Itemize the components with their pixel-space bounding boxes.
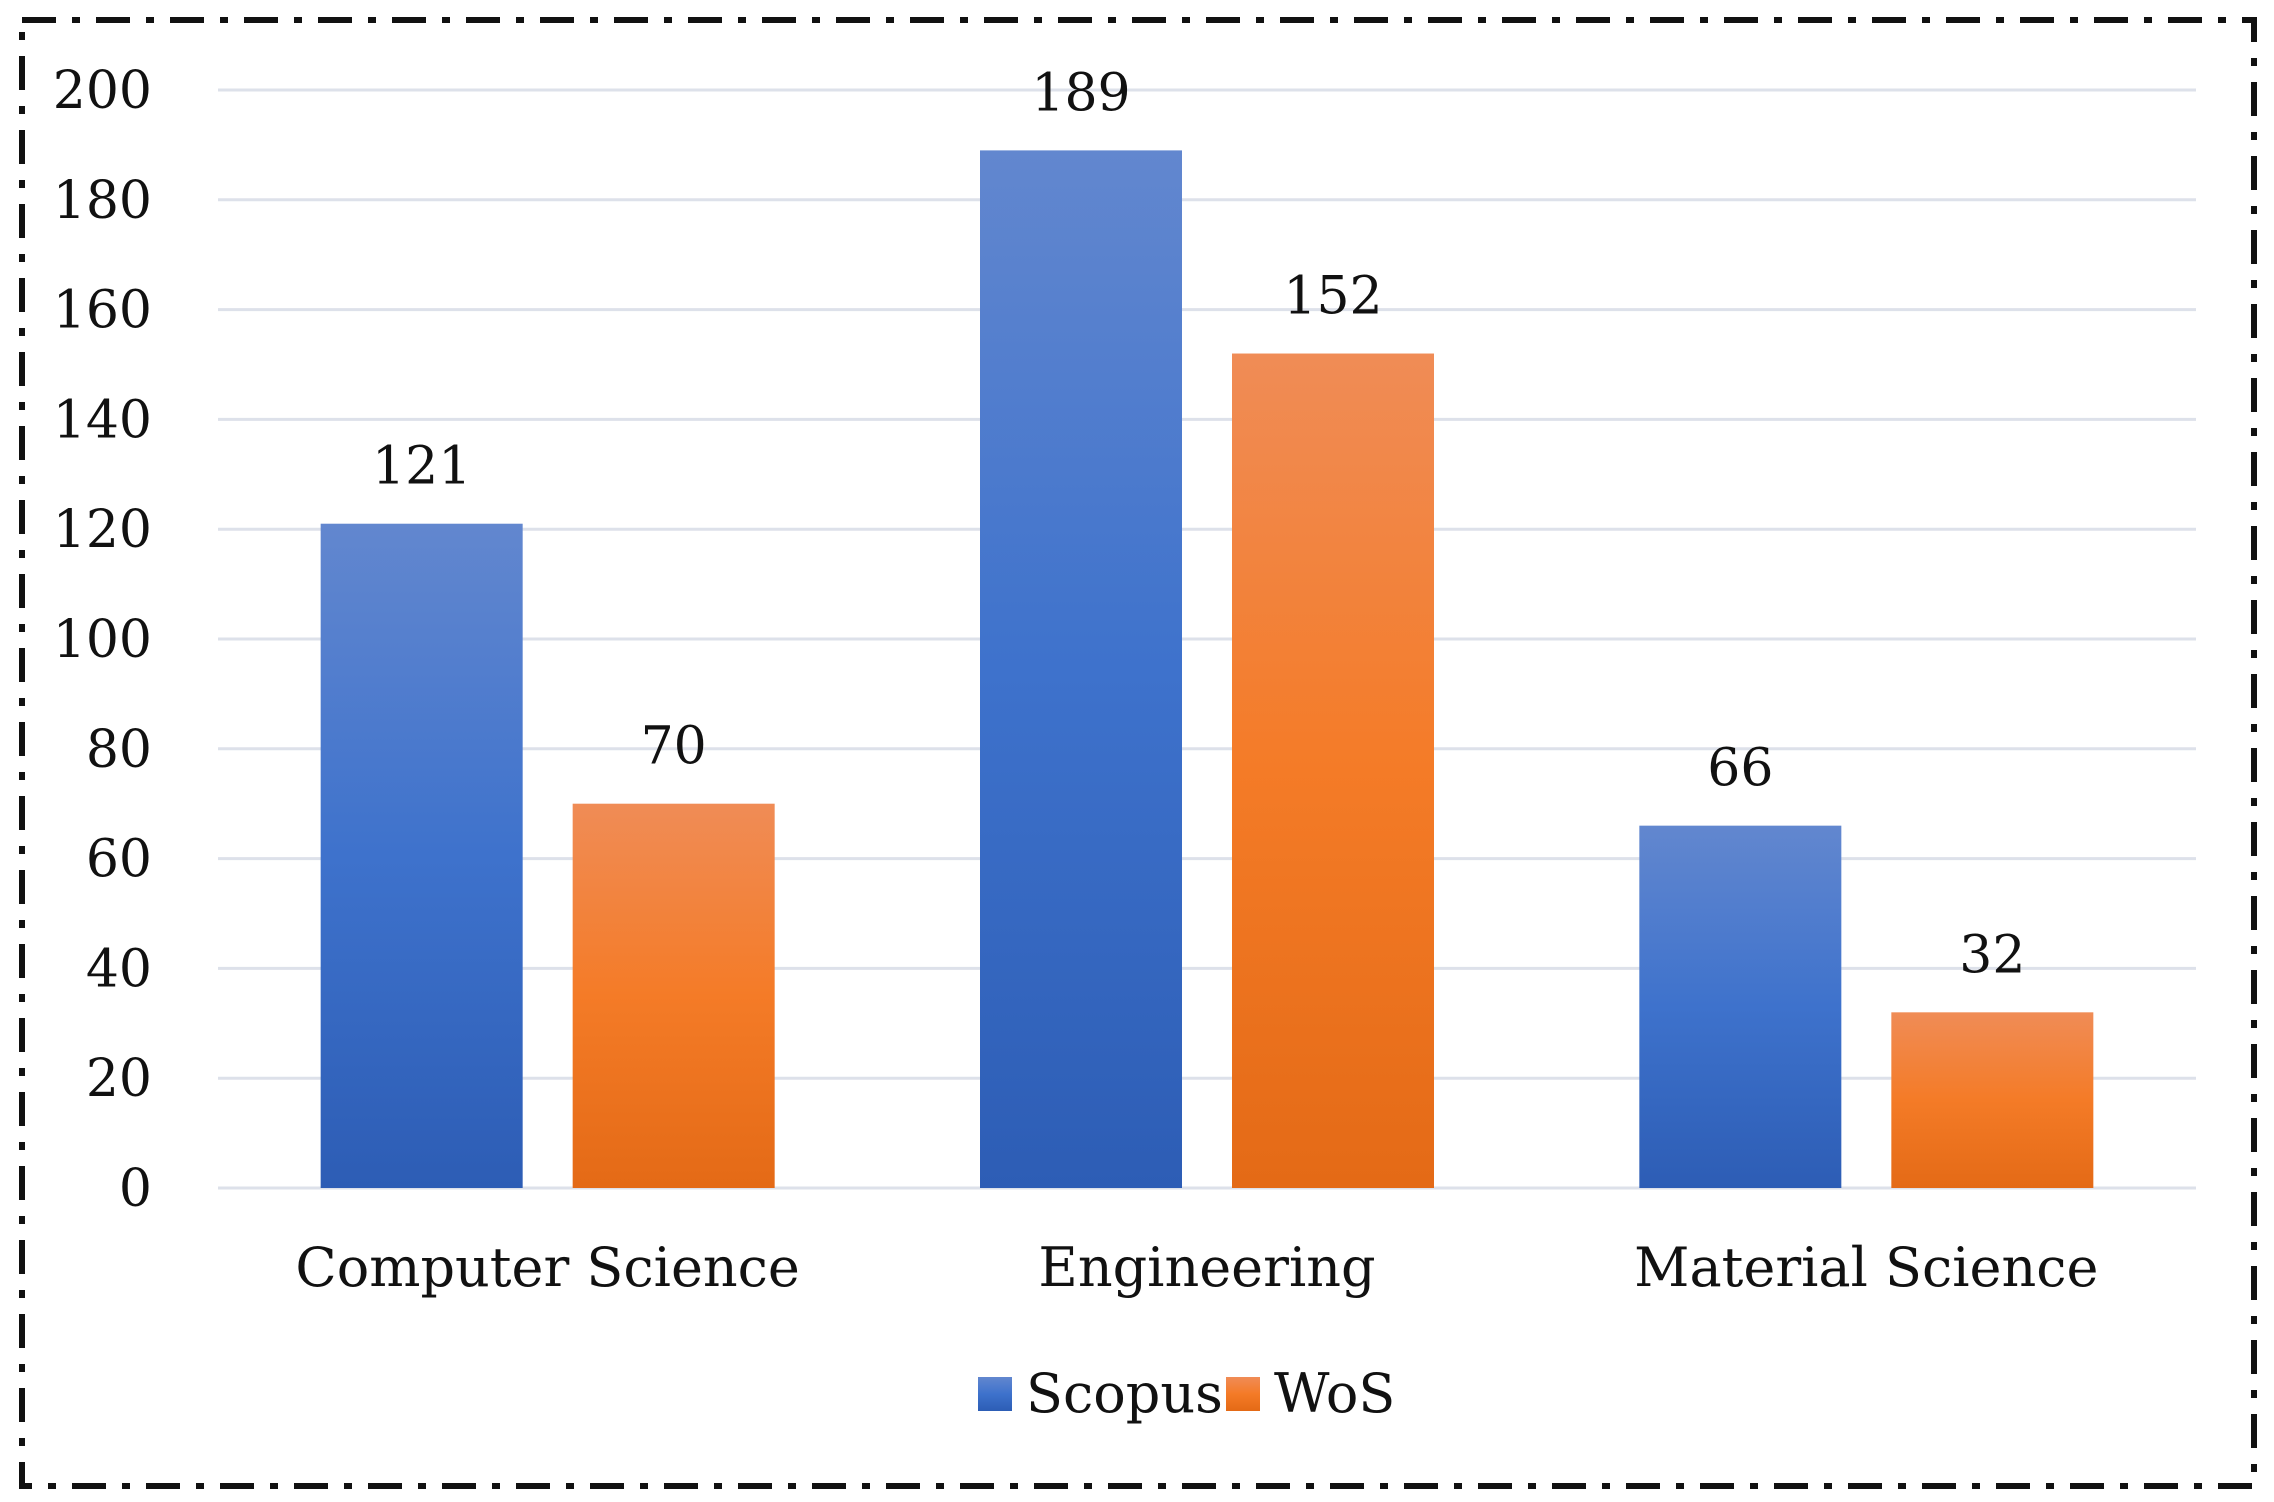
data-label: 70 bbox=[641, 717, 707, 777]
y-tick-label: 200 bbox=[53, 61, 152, 121]
y-tick-label: 100 bbox=[53, 610, 152, 670]
legend: Scopus WoS bbox=[978, 1362, 1395, 1425]
y-tick-label: 0 bbox=[119, 1159, 152, 1219]
bar-scopus-computer-science bbox=[320, 523, 523, 1188]
data-label: 121 bbox=[372, 437, 471, 497]
y-tick-label: 140 bbox=[53, 390, 152, 450]
data-label: 189 bbox=[1031, 63, 1130, 123]
y-tick-label: 60 bbox=[86, 830, 152, 890]
data-labels: 121 70 189 152 66 32 bbox=[372, 63, 2025, 985]
legend-swatch-scopus bbox=[978, 1377, 1012, 1411]
y-tick-label: 180 bbox=[53, 171, 152, 231]
gridlines bbox=[218, 88, 2196, 1190]
x-category-label: Material Science bbox=[1634, 1236, 2098, 1299]
chart-frame bbox=[19, 17, 2257, 1489]
y-axis-tick-labels: 0 20 40 60 80 100 120 140 160 180 200 bbox=[53, 61, 152, 1219]
y-tick-label: 40 bbox=[86, 939, 152, 999]
legend-swatch-wos bbox=[1226, 1377, 1260, 1411]
y-tick-label: 160 bbox=[53, 281, 152, 341]
y-tick-label: 80 bbox=[86, 720, 152, 780]
bar-wos-engineering bbox=[1232, 353, 1434, 1188]
legend-label-wos: WoS bbox=[1274, 1362, 1395, 1425]
bar-scopus-engineering bbox=[980, 150, 1182, 1188]
bar-wos-material-science bbox=[1891, 1012, 2094, 1188]
legend-label-scopus: Scopus bbox=[1026, 1362, 1223, 1425]
x-axis-category-labels: Computer Science Engineering Material Scie… bbox=[295, 1236, 2098, 1299]
data-label: 32 bbox=[1959, 925, 2025, 985]
y-tick-label: 120 bbox=[53, 500, 152, 560]
data-label: 66 bbox=[1707, 739, 1773, 799]
x-category-label: Engineering bbox=[1038, 1236, 1375, 1299]
y-tick-label: 20 bbox=[86, 1049, 152, 1109]
data-label: 152 bbox=[1283, 267, 1382, 327]
bar-scopus-material-science bbox=[1639, 825, 1842, 1188]
x-category-label: Computer Science bbox=[295, 1236, 799, 1299]
bars bbox=[320, 150, 2094, 1188]
bar-wos-computer-science bbox=[572, 803, 775, 1188]
